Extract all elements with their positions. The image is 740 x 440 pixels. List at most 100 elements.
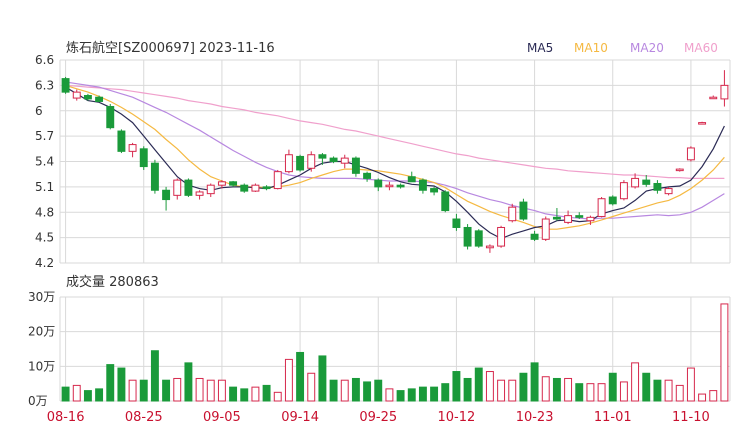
candle <box>485 244 494 253</box>
candle-body-down <box>552 216 561 220</box>
candle-body-down <box>139 148 148 168</box>
price-axis: 6.6 6.3 6 5.7 5.4 5.1 4.8 4.5 4.2 <box>35 53 54 270</box>
volume-bar-up <box>709 390 718 402</box>
candle-body-down <box>474 230 483 247</box>
volume-bar-down <box>150 350 159 402</box>
volume-bar-up <box>541 376 550 402</box>
ma60-polyline <box>65 84 725 179</box>
legend-item-ma20: MA20 <box>630 41 664 55</box>
price-tick-label: 5.7 <box>35 129 54 143</box>
candle-body-up <box>709 96 718 100</box>
candle <box>619 180 628 201</box>
candle <box>441 190 450 213</box>
candle-body-up <box>497 226 506 247</box>
volume-bar-down <box>229 386 238 402</box>
candle-body-down <box>351 157 360 174</box>
legend-item-ma10: MA10 <box>574 41 608 55</box>
candle <box>508 203 517 223</box>
price-tick-label: 5.4 <box>35 155 54 169</box>
candle <box>206 183 215 198</box>
candle <box>173 178 182 200</box>
volume-tick-label: 20万 <box>28 325 55 339</box>
price-tick-label: 6.6 <box>35 53 54 67</box>
candle <box>284 149 293 174</box>
volume-bar-down <box>374 379 383 402</box>
x-tick-label: 11-10 <box>672 410 710 425</box>
volume-bar-down <box>552 377 561 402</box>
candle <box>586 215 595 225</box>
candle <box>463 224 472 250</box>
volume-bar-down <box>653 379 662 402</box>
volume-bar-up <box>307 372 316 402</box>
candle <box>675 168 684 172</box>
x-tick-label: 10-12 <box>438 410 476 425</box>
volume-bar-down <box>240 388 249 402</box>
candle-body-down <box>396 184 405 188</box>
candle <box>497 225 506 248</box>
candle <box>396 183 405 189</box>
volume-bar-down <box>396 390 405 402</box>
candle <box>329 156 338 164</box>
candle-body-up <box>206 184 215 195</box>
volume-bar-down <box>430 386 439 402</box>
volume-bar-down <box>139 379 148 402</box>
volume-bar-up <box>485 371 494 402</box>
volume-title: 成交量 280863 <box>66 274 159 290</box>
volume-bar-up <box>385 388 394 402</box>
legend-item-ma5: MA5 <box>527 41 553 55</box>
volume-bar-up <box>273 391 282 402</box>
candle <box>642 175 651 187</box>
candle-body-up <box>631 177 640 188</box>
x-tick-label: 09-14 <box>281 410 319 425</box>
volume-bar-down <box>452 371 461 402</box>
candle-body-down <box>184 179 193 196</box>
candle <box>106 103 115 130</box>
candle-body-up <box>720 84 729 100</box>
candle-body-up <box>173 179 182 196</box>
volume-tick-label: 30万 <box>28 290 55 304</box>
candle <box>217 180 226 189</box>
candle <box>541 216 550 242</box>
candle-body-up <box>273 171 282 190</box>
legend: MA5 MA10 MA20 MA60 <box>527 41 718 55</box>
volume-bar-up <box>686 367 695 402</box>
candle-body-up <box>664 188 673 195</box>
volume-bar-down <box>318 355 327 402</box>
volume-bar-up <box>698 393 707 402</box>
candle-body-down <box>240 184 249 192</box>
candle-body-down <box>117 130 126 152</box>
volume-bar-up <box>195 377 204 402</box>
candle <box>296 154 305 172</box>
volume-bar-down <box>407 388 416 402</box>
candle-body-up <box>307 154 316 169</box>
price-tick-label: 4.5 <box>35 231 54 245</box>
candle <box>552 208 561 221</box>
volume-bar-down <box>61 386 70 402</box>
volume-bar-down <box>463 377 472 402</box>
candle <box>240 183 249 193</box>
candle-body-down <box>608 196 617 205</box>
x-tick-label: 10-23 <box>516 410 554 425</box>
candle-body-down <box>95 96 104 102</box>
candle <box>530 230 539 242</box>
candle-body-down <box>329 157 338 163</box>
candle-body-up <box>508 206 517 222</box>
volume-axis: 30万 20万 10万 0万 <box>28 290 55 408</box>
x-tick-label: 08-25 <box>125 410 163 425</box>
volume-bar-up <box>206 379 215 402</box>
chart-title: 炼石航空[SZ000697] 2023-11-16 <box>66 40 275 56</box>
volume-bar-down <box>441 383 450 402</box>
x-tick-label: 08-16 <box>47 410 85 425</box>
candle-body-down <box>229 181 238 186</box>
candle <box>474 229 483 248</box>
candle-body-down <box>296 155 305 171</box>
candle <box>407 171 416 183</box>
candle-body-down <box>575 215 584 218</box>
volume-bar-up <box>564 377 573 402</box>
candle-body-up <box>485 245 494 249</box>
candle-body-up <box>251 184 260 192</box>
volume-bars <box>61 303 729 402</box>
volume-bar-down <box>418 386 427 402</box>
volume-bar-down <box>106 364 115 402</box>
